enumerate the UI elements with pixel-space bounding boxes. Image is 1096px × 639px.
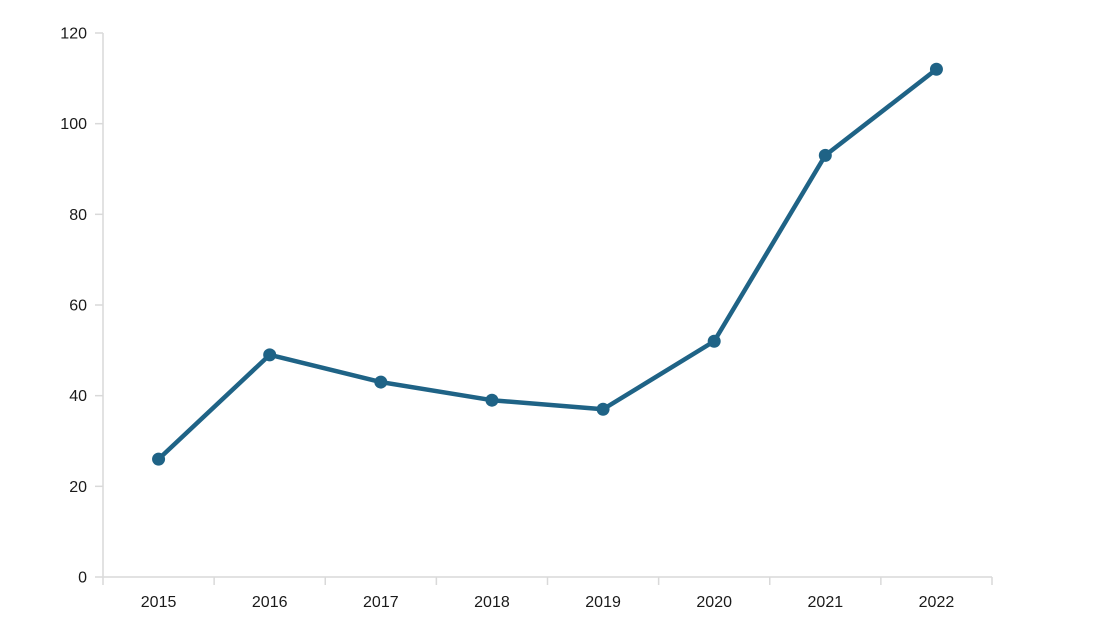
data-point-marker <box>485 393 499 407</box>
x-axis-tick-label: 2018 <box>474 594 510 611</box>
data-point-marker <box>152 452 166 466</box>
data-point-marker <box>263 348 277 362</box>
data-line <box>156 67 939 462</box>
x-axis-tick-label: 2022 <box>919 594 955 611</box>
data-point-marker <box>374 375 388 389</box>
x-axis-tick-label: 2021 <box>808 594 844 611</box>
x-axis-tick-label: 2015 <box>141 594 177 611</box>
y-axis-tick-label: 80 <box>69 207 87 224</box>
x-axis-tick-label: 2016 <box>252 594 288 611</box>
y-axis-tick-label: 40 <box>69 388 87 405</box>
data-point-marker <box>707 334 721 348</box>
x-axis-tick-label: 2020 <box>696 594 732 611</box>
y-axis-tick-label: 20 <box>69 479 87 496</box>
y-axis-tick-label: 120 <box>60 25 87 42</box>
data-point-marker <box>929 62 943 76</box>
data-point-marker <box>596 402 610 416</box>
y-axis-tick-label: 60 <box>69 297 87 314</box>
x-axis-tick-label: 2019 <box>585 594 621 611</box>
x-axis-tick-label: 2017 <box>363 594 399 611</box>
y-axis-tick-label: 0 <box>78 569 87 586</box>
data-point-marker <box>818 148 832 162</box>
y-axis-tick-label: 100 <box>60 116 87 133</box>
